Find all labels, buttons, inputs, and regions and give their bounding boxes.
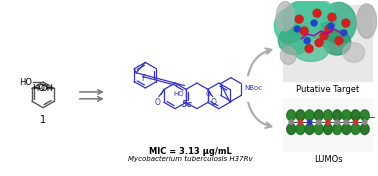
Circle shape	[294, 26, 300, 32]
Ellipse shape	[342, 110, 351, 121]
Circle shape	[363, 120, 367, 124]
Circle shape	[317, 120, 321, 124]
Ellipse shape	[276, 1, 294, 31]
Ellipse shape	[305, 124, 314, 134]
Circle shape	[298, 120, 303, 124]
Circle shape	[341, 30, 347, 36]
Circle shape	[335, 37, 343, 45]
Circle shape	[353, 120, 358, 124]
Text: F: F	[141, 74, 146, 83]
Circle shape	[289, 120, 293, 124]
Ellipse shape	[278, 27, 310, 55]
Text: Putative Target: Putative Target	[296, 85, 359, 94]
Circle shape	[311, 20, 317, 26]
Ellipse shape	[324, 124, 332, 134]
Text: HO: HO	[174, 91, 184, 97]
Circle shape	[344, 120, 349, 124]
Circle shape	[328, 13, 336, 21]
Bar	[283, 98, 373, 152]
Circle shape	[320, 32, 328, 40]
Circle shape	[328, 23, 334, 29]
Circle shape	[335, 120, 339, 124]
Ellipse shape	[296, 124, 305, 134]
Text: NBoc: NBoc	[244, 85, 262, 92]
Text: HO: HO	[33, 84, 45, 93]
Circle shape	[313, 9, 321, 17]
Ellipse shape	[333, 124, 342, 134]
Ellipse shape	[351, 110, 360, 121]
Circle shape	[325, 25, 333, 33]
Text: O: O	[205, 91, 211, 97]
Ellipse shape	[322, 2, 356, 44]
Circle shape	[342, 19, 350, 27]
Text: HO: HO	[19, 78, 32, 87]
Ellipse shape	[314, 110, 323, 121]
Ellipse shape	[280, 47, 296, 64]
Ellipse shape	[360, 124, 369, 134]
Ellipse shape	[342, 124, 351, 134]
Ellipse shape	[287, 110, 296, 121]
Circle shape	[315, 39, 323, 47]
Circle shape	[305, 45, 313, 53]
Circle shape	[304, 38, 310, 44]
Circle shape	[307, 120, 312, 124]
Ellipse shape	[274, 9, 304, 43]
Text: 5c: 5c	[182, 100, 193, 109]
Text: OH: OH	[41, 84, 54, 93]
Ellipse shape	[296, 110, 305, 121]
Ellipse shape	[294, 0, 334, 24]
Ellipse shape	[282, 0, 336, 39]
Ellipse shape	[323, 30, 351, 55]
Ellipse shape	[324, 110, 332, 121]
Circle shape	[300, 27, 308, 35]
Ellipse shape	[333, 110, 342, 121]
Ellipse shape	[351, 124, 360, 134]
Text: MIC = 3.13 μg/mL: MIC = 3.13 μg/mL	[149, 147, 231, 156]
Ellipse shape	[294, 40, 328, 61]
Ellipse shape	[360, 110, 369, 121]
Text: O: O	[155, 98, 161, 107]
Text: O: O	[211, 98, 217, 107]
Circle shape	[295, 15, 303, 23]
Ellipse shape	[287, 124, 296, 134]
Ellipse shape	[305, 110, 314, 121]
Ellipse shape	[357, 4, 376, 38]
Ellipse shape	[314, 124, 323, 134]
Ellipse shape	[343, 43, 365, 62]
Text: 1: 1	[40, 115, 46, 125]
Text: Mycobacterium tuberculosis H37Rv: Mycobacterium tuberculosis H37Rv	[128, 156, 252, 162]
Bar	[283, 5, 373, 82]
Circle shape	[326, 120, 330, 124]
Text: LUMOs: LUMOs	[314, 155, 342, 164]
